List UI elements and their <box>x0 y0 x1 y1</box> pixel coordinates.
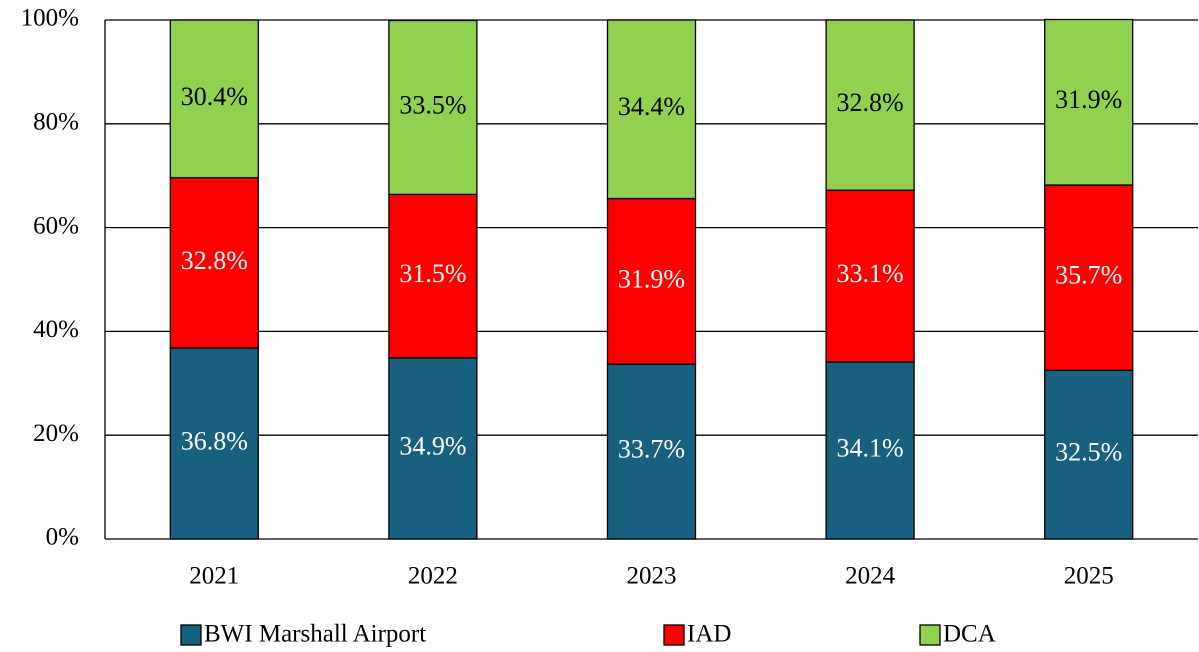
y-tick-label: 80% <box>33 109 79 136</box>
legend-label: BWI Marshall Airport <box>204 621 426 648</box>
bar-segment <box>606 363 697 540</box>
data-label: 30.4% <box>181 82 248 111</box>
bar-segment <box>388 19 478 196</box>
bar-segment <box>169 19 259 179</box>
x-tick-label: 2024 <box>845 563 896 590</box>
bar-segment <box>169 177 259 349</box>
x-tick-label: 2021 <box>189 563 239 590</box>
data-label: 34.4% <box>618 92 685 121</box>
bar-segment <box>606 19 697 200</box>
y-tick-label: 60% <box>33 212 79 239</box>
data-label: 36.8% <box>181 426 248 455</box>
legend-label: IAD <box>687 621 731 648</box>
data-label: 34.1% <box>837 433 904 462</box>
bar-segment <box>1044 18 1134 186</box>
data-label: 35.7% <box>1055 261 1122 290</box>
bar-segment <box>388 193 478 359</box>
legend-swatch <box>919 624 941 646</box>
bar-segment <box>825 361 915 540</box>
bar-segment <box>388 357 478 540</box>
bar-segment <box>1044 184 1134 371</box>
x-tick-label: 2023 <box>627 563 677 590</box>
bar-segment <box>606 197 697 365</box>
x-tick-label: 2025 <box>1064 563 1114 590</box>
bar-segment <box>169 347 259 540</box>
y-tick-label: 0% <box>46 524 79 551</box>
y-tick-label: 100% <box>21 5 79 32</box>
data-label: 34.9% <box>399 431 466 460</box>
data-label: 32.8% <box>837 88 904 117</box>
data-label: 33.1% <box>837 259 904 288</box>
x-tick-label: 2022 <box>408 563 458 590</box>
legend-swatch <box>180 624 202 646</box>
data-label: 31.9% <box>618 264 685 293</box>
data-label: 33.7% <box>618 435 685 464</box>
y-tick-label: 20% <box>33 420 79 447</box>
bar-segment <box>825 19 915 191</box>
data-label: 33.5% <box>399 90 466 119</box>
bar-segment <box>1044 369 1134 540</box>
legend-swatch <box>663 624 685 646</box>
data-label: 32.5% <box>1055 438 1122 467</box>
data-label: 32.8% <box>181 246 248 275</box>
data-label: 31.5% <box>399 259 466 288</box>
bar-segment <box>825 189 915 363</box>
data-label: 31.9% <box>1055 85 1122 114</box>
legend-label: DCA <box>943 621 996 648</box>
y-tick-label: 40% <box>33 316 79 343</box>
